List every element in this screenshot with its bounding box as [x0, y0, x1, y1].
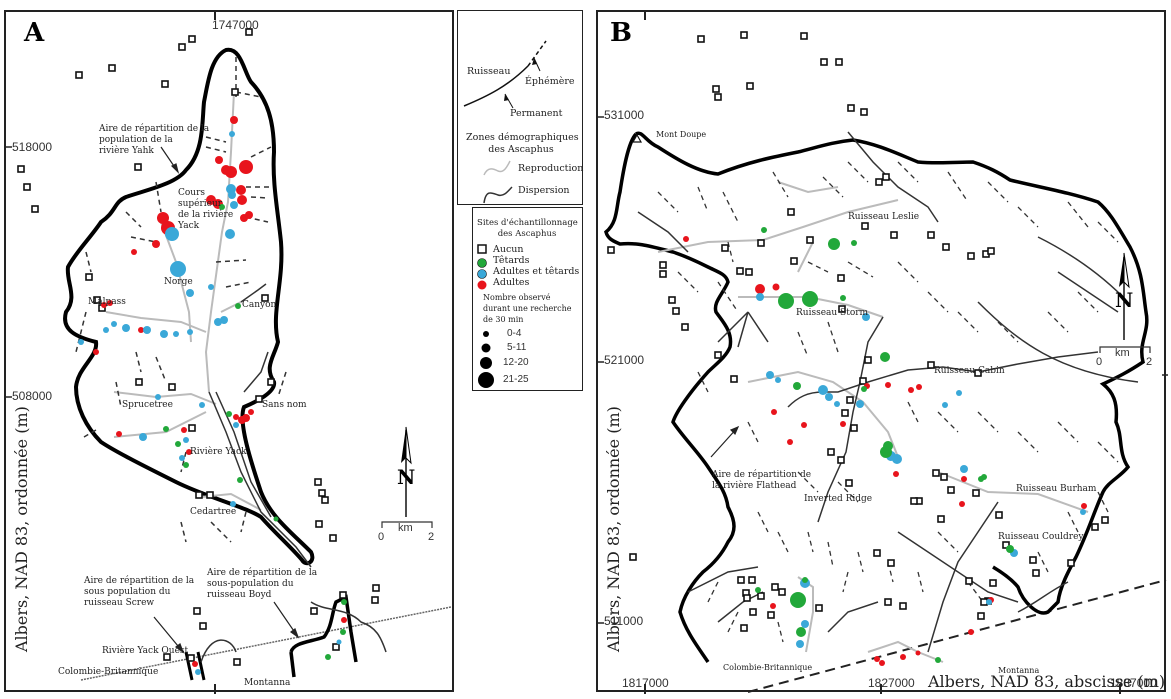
sites-tadpoles-a — [163, 204, 347, 660]
map-b-drawing — [598, 12, 1168, 694]
legend-cat-adults: Adultes — [493, 277, 530, 288]
label-riviere-yack: Rivière Yack — [190, 447, 247, 457]
map-panel-b: B 531000 521000 511000 1817000 1827000 1… — [596, 10, 1168, 694]
scale-min-b: 0 — [1096, 356, 1103, 368]
scale-max-a: 2 — [428, 531, 435, 543]
label-storm: Ruisseau Storm — [796, 308, 869, 318]
label-inverted-ridge: Inverted Ridge — [804, 494, 873, 504]
label-montanna-a: Montanna — [244, 678, 291, 688]
ephemeral-stream-icon — [527, 40, 547, 67]
legend-reproduction: Reproduction — [518, 163, 584, 174]
legend-count-title: Nombre observé durant une recherche de 3… — [483, 293, 572, 324]
size-icon-0-4 — [483, 331, 489, 337]
flathead-boundary — [635, 131, 1149, 615]
legend-sites-title: Sites d'échantillonnage des Ascaphus — [477, 218, 578, 239]
label-mont-doupe: Mont Doupe — [656, 130, 707, 139]
sites-none-b — [607, 31, 1109, 632]
sites-adults-a — [93, 116, 347, 667]
sites-none-a — [17, 28, 380, 666]
legend-zones-title: Zones démographiques des Ascaphus — [466, 132, 579, 155]
reproduction-line-icon — [483, 160, 511, 176]
legend-size-5-11: 5-11 — [507, 342, 527, 353]
legend-cat-adults-tadpoles: Adultes et têtards — [493, 266, 580, 277]
y-tick-b-3: 511000 — [604, 614, 644, 628]
legend-streams: Ruisseau Éphémère Permanent Zones démogr… — [457, 10, 583, 205]
legend-permanent: Permanent — [510, 108, 563, 119]
label-sans-nom: Sans nom — [262, 400, 307, 410]
annotation-yahk-range: Aire de répartition de la population de … — [99, 124, 210, 156]
sites-adults-tadpoles-a — [78, 131, 342, 675]
legend-size-0-4: 0-4 — [507, 328, 522, 339]
north-label-a: N — [397, 465, 416, 489]
label-cedartree: Cedartree — [190, 507, 237, 517]
annotation-flathead-range: Aire de répartition de la rivière Flathe… — [712, 470, 812, 491]
scale-unit-a: km — [398, 522, 413, 534]
scale-unit-b: km — [1115, 347, 1130, 359]
label-couldrey: Ruisseau Couldrey — [998, 532, 1084, 542]
x-axis-label-b: Albers, NAD 83, abscisse (m) — [928, 672, 1166, 691]
annotation-upper-yack: Cours supérieur de la rivière Yack — [178, 188, 234, 231]
size-icon-12-20 — [480, 357, 492, 369]
x-tick-b-2: 1827000 — [868, 676, 915, 690]
legend-size-21-25: 21-25 — [503, 374, 529, 385]
circle-icon-adults — [477, 280, 487, 290]
mountain-icon — [631, 133, 643, 143]
circle-icon-tadpoles — [477, 258, 487, 268]
x-tick-b-1: 1817000 — [622, 676, 669, 690]
annotation-boyd-range: Aire de répartition de la sous-populatio… — [207, 568, 318, 600]
panel-letter-a: A — [24, 18, 45, 48]
y-tick-a-1: 518000 — [12, 140, 53, 154]
dispersion-line-icon — [483, 186, 513, 204]
sites-adults-b — [683, 236, 1087, 666]
y-tick-a-2: 508000 — [12, 389, 53, 403]
legend-cat-none: Aucun — [493, 244, 524, 255]
annotation-screw-range: Aire de répartition de la sous populatio… — [84, 576, 195, 608]
x-tick-b-3: 1837000 — [1110, 676, 1157, 690]
map-a-drawing — [6, 12, 452, 694]
north-label-b: N — [1115, 288, 1134, 312]
scale-min-a: 0 — [378, 531, 385, 543]
label-norge: Norge — [164, 277, 193, 287]
legend-dispersion: Dispersion — [518, 185, 570, 196]
scale-max-b: 2 — [1146, 356, 1153, 368]
label-colombie-britannique-b: Colombie-Britannique — [723, 663, 813, 672]
legend-stream-title: Ruisseau — [467, 66, 511, 77]
permanent-stream-icon — [463, 65, 529, 107]
legend-cat-tadpoles: Têtards — [493, 255, 530, 266]
label-colombie-britannique-a: Colombie-Britannique — [58, 667, 159, 677]
label-canyon: Canyon — [242, 300, 277, 310]
label-yack-ouest: Rivière Yack Ouest — [102, 646, 189, 656]
map-panel-a: A 1747000 518000 508000 Albers, NAD 83, … — [4, 10, 454, 694]
panel-letter-b: B — [610, 18, 632, 48]
label-sprucetree: Sprucetree — [122, 400, 173, 410]
y-tick-b-2: 521000 — [604, 353, 645, 367]
sites-tadpoles-b — [755, 227, 1014, 663]
y-tick-b-1: 531000 — [604, 108, 645, 122]
label-leslie: Ruisseau Leslie — [848, 212, 920, 222]
label-malpass: Malpass — [88, 297, 126, 307]
square-icon-none — [477, 244, 487, 254]
circle-icon-adults-tadpoles — [477, 269, 487, 279]
legend-size-12-20: 12-20 — [503, 357, 529, 368]
label-cabin: Ruisseau Cabin — [934, 366, 1005, 376]
yahk-boundary — [63, 47, 315, 566]
label-montanna-b: Montanna — [998, 666, 1040, 675]
size-icon-5-11 — [481, 343, 491, 353]
legend-ephemeral: Éphémère — [525, 76, 575, 87]
label-burham: Ruisseau Burham — [1016, 484, 1097, 494]
legend-sites: Sites d'échantillonnage des Ascaphus Auc… — [472, 207, 583, 391]
size-icon-21-25 — [478, 372, 494, 388]
